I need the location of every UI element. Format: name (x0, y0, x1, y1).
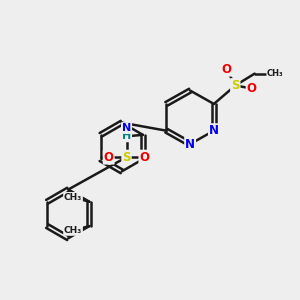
Text: N: N (122, 123, 131, 133)
Text: O: O (104, 151, 114, 164)
Text: O: O (140, 151, 149, 164)
Text: O: O (247, 82, 256, 95)
Text: CH₃: CH₃ (64, 226, 82, 235)
Text: N: N (209, 124, 219, 137)
Text: CH₃: CH₃ (64, 193, 82, 202)
Text: S: S (122, 151, 131, 164)
Text: CH₃: CH₃ (267, 69, 284, 78)
Text: N: N (185, 138, 195, 151)
Text: H: H (122, 131, 131, 141)
Text: S: S (231, 79, 240, 92)
Text: O: O (221, 63, 231, 76)
